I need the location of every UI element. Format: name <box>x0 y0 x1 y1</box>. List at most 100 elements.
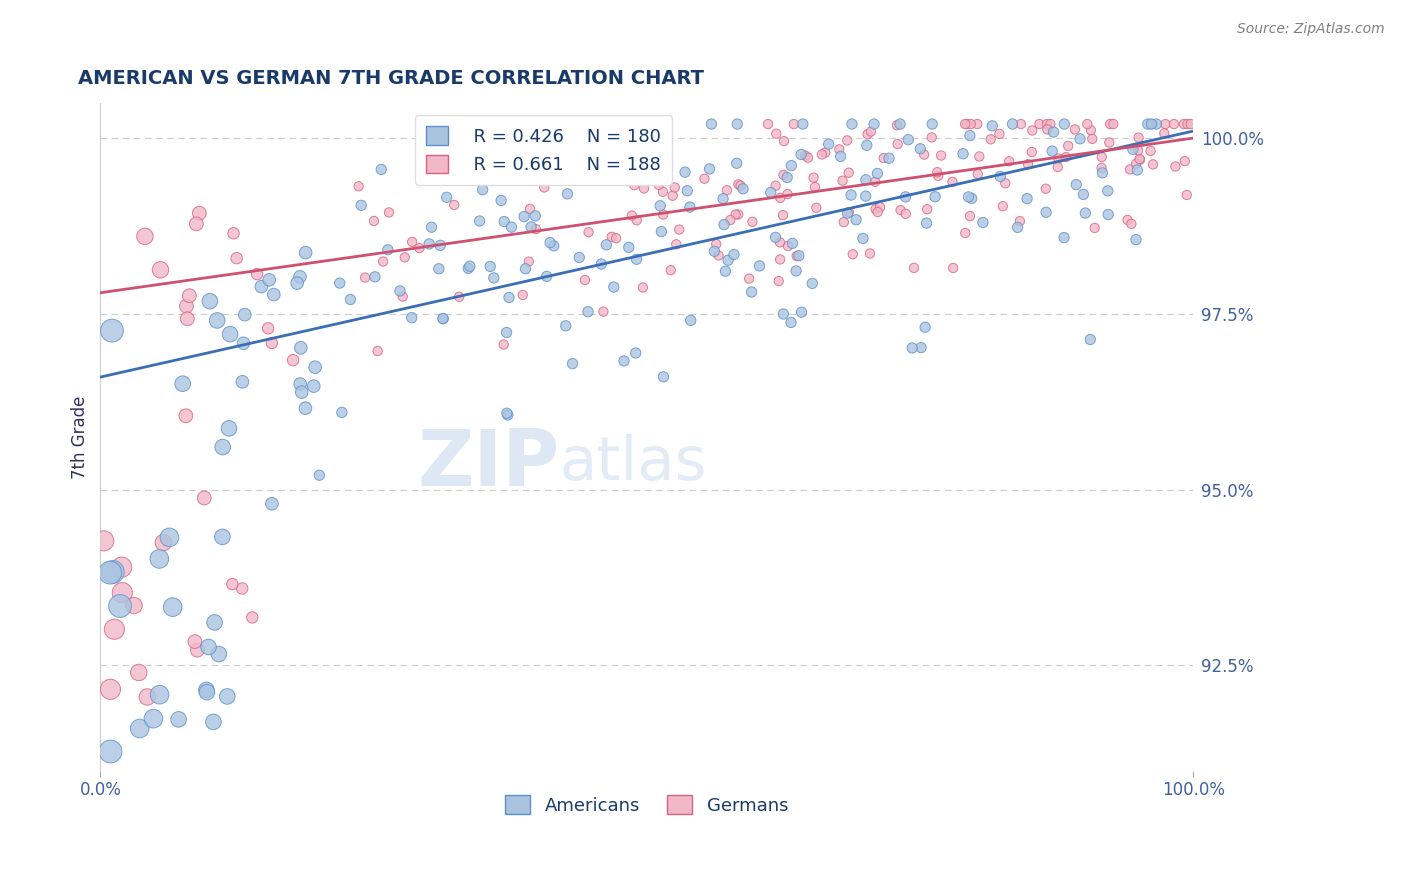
Point <box>432 311 454 326</box>
Point <box>100 682 122 697</box>
Point <box>617 240 640 254</box>
Point <box>727 207 749 221</box>
Point <box>128 722 150 736</box>
Point <box>93 533 115 548</box>
Point <box>501 220 523 235</box>
Point <box>725 117 748 131</box>
Point <box>1036 122 1059 136</box>
Point <box>524 209 547 223</box>
Point <box>221 577 243 591</box>
Point <box>723 247 745 261</box>
Point <box>429 238 451 252</box>
Point <box>966 167 988 181</box>
Point <box>222 227 245 241</box>
Point <box>837 133 859 147</box>
Point <box>285 276 308 290</box>
Point <box>769 252 792 267</box>
Point <box>1069 132 1091 146</box>
Point <box>494 214 516 228</box>
Point <box>184 634 207 648</box>
Point <box>839 188 862 202</box>
Point <box>193 491 215 505</box>
Point <box>208 647 231 661</box>
Point <box>803 170 825 185</box>
Point <box>865 202 887 216</box>
Point <box>855 173 877 187</box>
Point <box>394 251 416 265</box>
Point <box>1125 233 1147 247</box>
Point <box>1054 150 1077 164</box>
Point <box>957 190 980 204</box>
Point <box>972 215 994 229</box>
Point <box>202 714 225 729</box>
Point <box>1125 157 1147 171</box>
Point <box>233 308 256 322</box>
Point <box>832 215 855 229</box>
Point <box>1081 132 1104 146</box>
Point <box>354 270 377 285</box>
Point <box>772 168 794 182</box>
Point <box>1040 144 1063 158</box>
Point <box>1021 145 1043 159</box>
Point <box>1175 188 1198 202</box>
Point <box>195 682 218 697</box>
Text: ZIP: ZIP <box>418 425 560 501</box>
Point <box>592 304 614 318</box>
Point <box>489 194 512 208</box>
Point <box>367 344 389 359</box>
Point <box>733 182 755 196</box>
Point <box>240 610 263 624</box>
Point <box>620 209 643 223</box>
Point <box>801 277 824 291</box>
Point <box>188 206 211 220</box>
Point <box>1142 117 1164 131</box>
Point <box>513 210 536 224</box>
Point <box>693 171 716 186</box>
Point <box>401 235 423 249</box>
Legend: Americans, Germans: Americans, Germans <box>498 788 796 822</box>
Point <box>1039 117 1062 131</box>
Point <box>427 261 450 276</box>
Point <box>1035 205 1057 219</box>
Point <box>1121 217 1143 231</box>
Point <box>783 117 806 131</box>
Point <box>568 251 591 265</box>
Point <box>942 260 965 275</box>
Point <box>1001 117 1024 131</box>
Point <box>711 192 734 206</box>
Point <box>910 341 932 355</box>
Point <box>830 149 852 163</box>
Point <box>363 214 385 228</box>
Point <box>652 369 675 384</box>
Point <box>776 187 799 202</box>
Point <box>980 132 1002 146</box>
Point <box>966 117 988 131</box>
Point <box>401 310 423 325</box>
Point <box>927 165 949 179</box>
Point <box>257 321 280 335</box>
Point <box>650 225 672 239</box>
Point <box>557 186 579 201</box>
Point <box>1076 117 1098 131</box>
Point <box>370 162 392 177</box>
Point <box>652 208 675 222</box>
Point <box>339 293 361 307</box>
Point <box>927 169 949 183</box>
Point <box>225 251 247 265</box>
Point <box>631 280 654 294</box>
Point <box>759 186 782 200</box>
Point <box>347 179 370 194</box>
Point <box>676 184 699 198</box>
Point <box>576 304 599 318</box>
Point <box>520 219 543 234</box>
Point <box>288 269 311 284</box>
Point <box>988 127 1011 141</box>
Point <box>859 124 882 138</box>
Point <box>364 269 387 284</box>
Point <box>661 188 683 202</box>
Point <box>626 213 648 227</box>
Point <box>350 198 373 212</box>
Point <box>211 530 233 544</box>
Point <box>725 156 748 170</box>
Point <box>679 200 702 214</box>
